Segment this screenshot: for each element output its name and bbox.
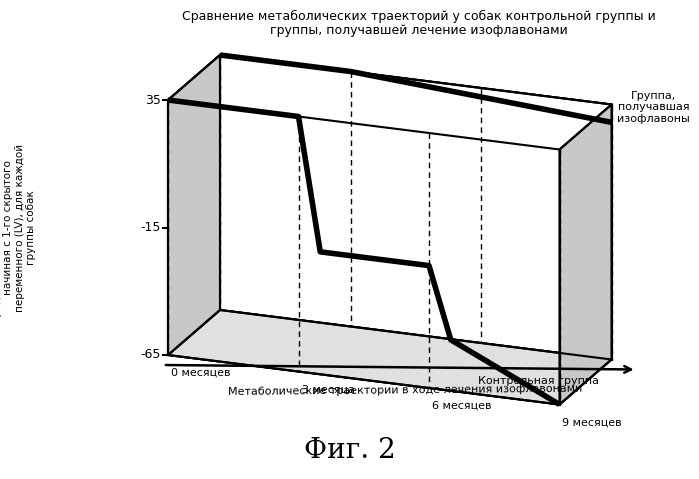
Text: 35: 35	[145, 93, 161, 106]
Text: -15: -15	[140, 221, 161, 234]
Text: Сравнение метаболических траекторий у собак контрольной группы и: Сравнение метаболических траекторий у со…	[182, 10, 656, 23]
Text: 0 месяцев: 0 месяцев	[171, 368, 231, 378]
Text: 3 месяца: 3 месяца	[301, 385, 354, 395]
Text: -65: -65	[140, 349, 161, 362]
Polygon shape	[168, 55, 220, 355]
Text: Фиг. 2: Фиг. 2	[304, 436, 396, 464]
Polygon shape	[168, 310, 612, 404]
Text: группы, получавшей лечение изофлавонами: группы, получавшей лечение изофлавонами	[270, 24, 568, 37]
Text: Срединное значение показателей,
начиная с 1-го скрытого
переменного (LV), для ка: Срединное значение показателей, начиная …	[0, 132, 36, 324]
Text: 9 месяцев: 9 месяцев	[563, 418, 622, 427]
Polygon shape	[168, 100, 559, 404]
Polygon shape	[220, 55, 612, 360]
Polygon shape	[559, 104, 612, 404]
Text: Группа,
получавшая
изофлавоны: Группа, получавшая изофлавоны	[617, 91, 690, 124]
Polygon shape	[168, 55, 612, 149]
Text: 6 месяцев: 6 месяцев	[432, 401, 491, 411]
Text: Метаболические траектории в ходе лечения изофлавонами: Метаболические траектории в ходе лечения…	[228, 384, 582, 397]
Text: Контрольная группа: Контрольная группа	[477, 376, 598, 386]
